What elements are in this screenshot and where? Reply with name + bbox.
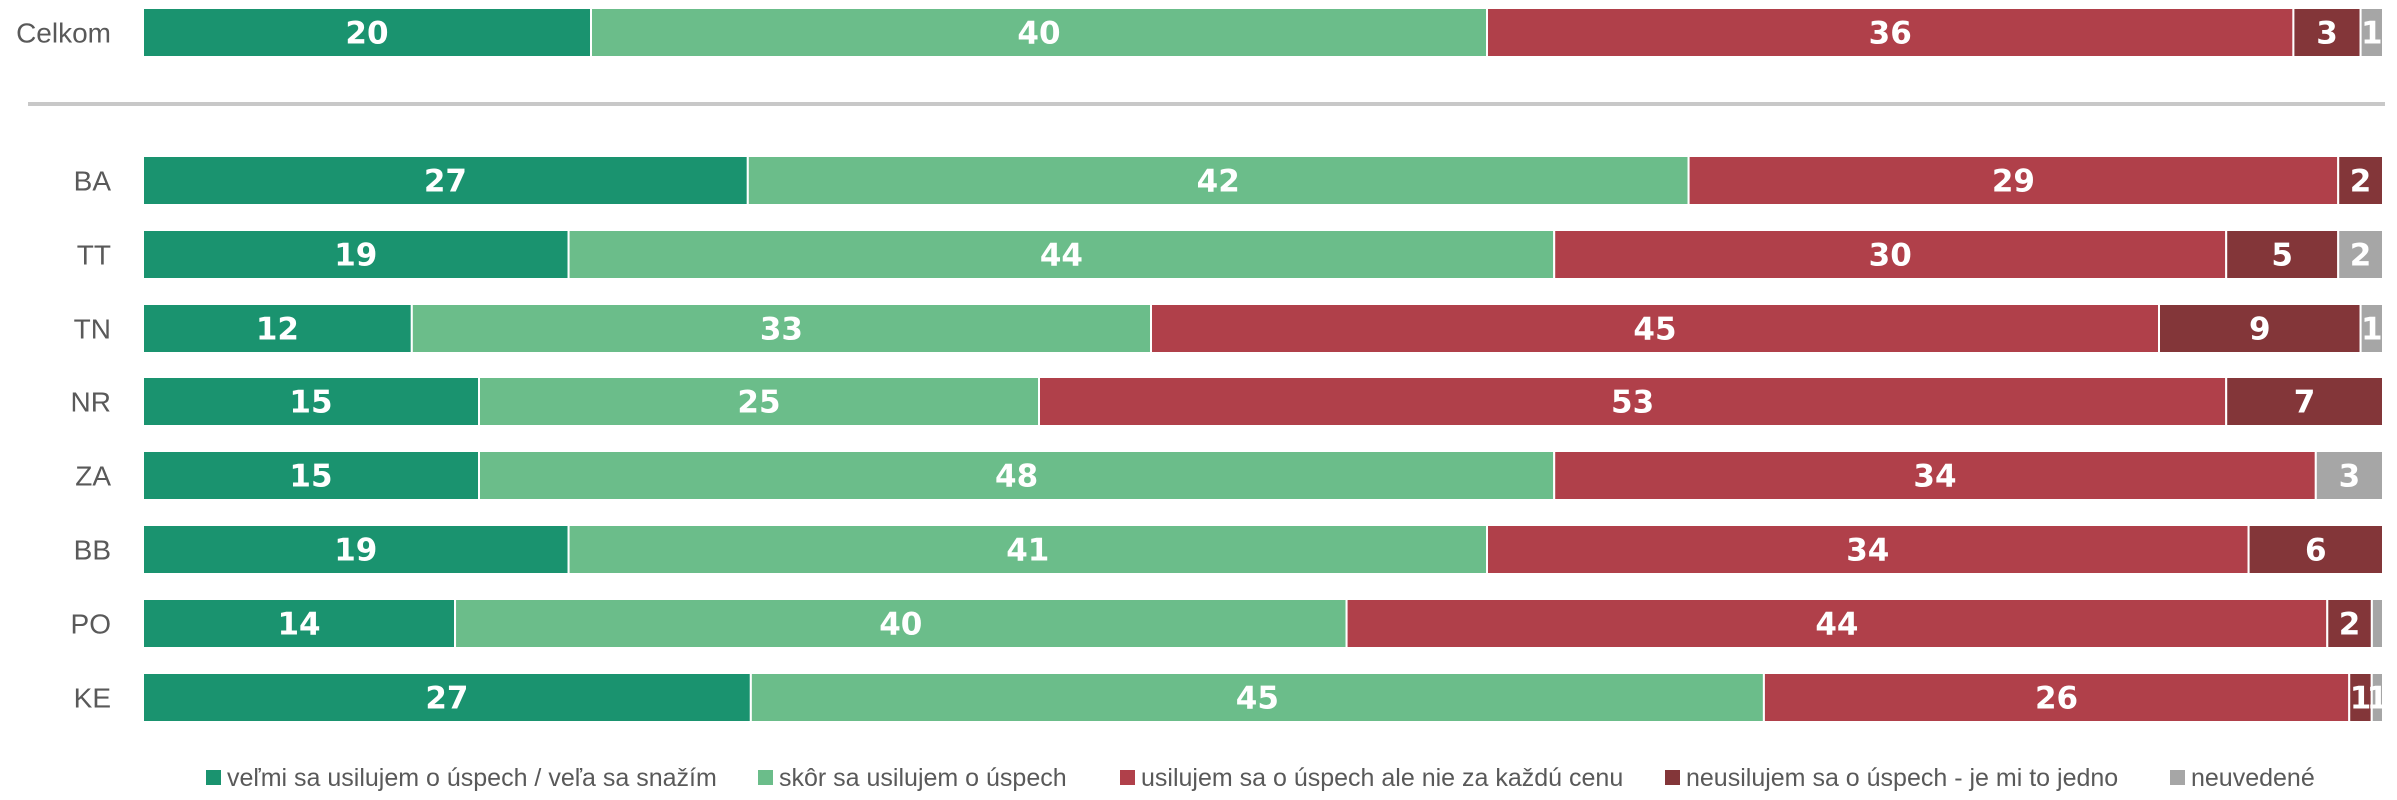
data-label-po-s2: 40 <box>879 607 922 643</box>
bar-segment-nr-s3 <box>1038 376 2228 427</box>
legend-swatch-3 <box>1120 770 1135 785</box>
bar-segment-ba-s4 <box>2337 155 2384 206</box>
category-label-bb: BB <box>74 535 111 566</box>
data-label-tn-s3: 45 <box>1633 312 1676 348</box>
data-label-nr-s1: 15 <box>289 385 332 421</box>
data-label-nr-s4: 7 <box>2294 385 2316 421</box>
bar-segment-tt-s2 <box>567 229 1556 280</box>
legend-label-3: usilujem sa o úspech ale nie za každú ce… <box>1141 764 1623 792</box>
category-label-tt: TT <box>77 240 111 271</box>
category-label-za: ZA <box>75 461 111 492</box>
bar-segment-po-s4 <box>2326 598 2373 649</box>
data-label-tt-s1: 19 <box>334 238 377 274</box>
data-label-za-s1: 15 <box>289 459 332 495</box>
legend-label-5: neuvedené <box>2191 764 2315 792</box>
bar-segment-celkom-s2 <box>590 7 1488 58</box>
category-labels: Celkom BA TT TN NR ZA BB PO KE <box>16 18 111 714</box>
bar-segment-bb-s3 <box>1486 524 2250 575</box>
bar-segment-bb-s4 <box>2247 524 2385 575</box>
data-label-tt-s4: 5 <box>2271 238 2293 274</box>
category-label-ba: BA <box>74 166 112 197</box>
bar-segment-tt-s1 <box>142 229 570 280</box>
data-label-ke-s3: 26 <box>2035 681 2078 717</box>
data-label-tt-s2: 44 <box>1040 238 1083 274</box>
data-label-tt-s5: 2 <box>2350 238 2372 274</box>
bar-segment-tt-s4 <box>2225 229 2340 280</box>
data-label-bb-s1: 19 <box>334 533 377 569</box>
data-label-za-s5: 3 <box>2339 459 2361 495</box>
data-label-bb-s2: 41 <box>1006 533 1049 569</box>
bar-segment-ke-s5 <box>2370 672 2384 723</box>
data-label-nr-s2: 25 <box>737 385 780 421</box>
data-label-tn-s4: 9 <box>2249 312 2271 348</box>
data-label-tn-s2: 33 <box>760 312 803 348</box>
data-label-ba-s4: 2 <box>2350 164 2372 200</box>
data-label-celkom-s2: 40 <box>1017 16 1060 52</box>
category-label-nr: NR <box>71 387 111 418</box>
bar-segment-za-s5 <box>2314 450 2385 501</box>
bar-segment-nr-s4 <box>2225 376 2384 427</box>
data-label-celkom-s5: 1 <box>2361 16 2383 52</box>
bar-segment-za-s1 <box>142 450 480 501</box>
category-label-celkom: Celkom <box>16 18 111 49</box>
category-label-tn: TN <box>74 314 111 345</box>
data-label-ke-s4: 1 <box>2350 681 2372 717</box>
data-label-ba-s1: 27 <box>424 164 467 200</box>
data-label-nr-s3: 53 <box>1611 385 1654 421</box>
data-label-ke-s5: 1 <box>2367 681 2389 717</box>
legend: veľmi sa usilujem o úspech / veľa sa sna… <box>206 764 2315 792</box>
bar-segment-po-s5 <box>2370 598 2384 649</box>
legend-swatch-5 <box>2170 770 2185 785</box>
bar-segment-nr-s2 <box>478 376 1040 427</box>
data-label-tt-s3: 30 <box>1869 238 1912 274</box>
data-label-tn-s1: 12 <box>256 312 299 348</box>
legend-label-4: neusilujem sa o úspech - je mi to jedno <box>1686 764 2118 792</box>
bar-segment-po-s3 <box>1345 598 2329 649</box>
data-label-za-s3: 34 <box>1913 459 1956 495</box>
data-label-celkom-s3: 36 <box>1869 16 1912 52</box>
bar-segment-ke-s3 <box>1762 672 2351 723</box>
data-label-ke-s2: 45 <box>1236 681 1279 717</box>
bars-layer: 20 40 36 3 127 42 29 219 44 30 5 212 33 45 9 115 25 53 715… <box>142 7 2389 723</box>
bar-segment-po-s1 <box>142 598 457 649</box>
bar-segment-ba-s2 <box>746 155 1690 206</box>
bar-segment-za-s3 <box>1553 450 2317 501</box>
legend-swatch-1 <box>206 770 221 785</box>
data-label-po-s3: 44 <box>1815 607 1858 643</box>
bar-segment-za-s2 <box>478 450 1556 501</box>
data-label-celkom-s4: 3 <box>2316 16 2338 52</box>
bar-segment-ke-s2 <box>749 672 1765 723</box>
data-label-za-s2: 48 <box>995 459 1038 495</box>
bar-segment-celkom-s5 <box>2359 7 2385 58</box>
legend-swatch-4 <box>1665 770 1680 785</box>
bar-segment-tn-s5 <box>2359 303 2385 354</box>
data-label-celkom-s1: 20 <box>345 16 388 52</box>
data-label-ba-s3: 29 <box>1992 164 2035 200</box>
data-label-ke-s1: 27 <box>425 681 468 717</box>
bar-segment-celkom-s3 <box>1486 7 2295 58</box>
data-label-bb-s3: 34 <box>1846 533 1889 569</box>
bar-segment-tt-s3 <box>1553 229 2228 280</box>
category-label-po: PO <box>71 609 111 640</box>
bar-segment-ke-s1 <box>142 672 752 723</box>
bar-segment-bb-s1 <box>142 524 570 575</box>
legend-label-1: veľmi sa usilujem o úspech / veľa sa sna… <box>227 764 717 792</box>
data-label-tn-s5: 1 <box>2361 312 2383 348</box>
data-label-ba-s2: 42 <box>1197 164 1240 200</box>
data-label-bb-s4: 6 <box>2305 533 2327 569</box>
data-label-po-s4: 2 <box>2339 607 2361 643</box>
bar-segment-tt-s5 <box>2337 229 2384 280</box>
category-label-ke: KE <box>74 683 111 714</box>
data-label-po-s1: 14 <box>277 607 320 643</box>
bar-segment-tn-s1 <box>142 303 413 354</box>
legend-swatch-2 <box>758 770 773 785</box>
legend-label-2: skôr sa usilujem o úspech <box>779 764 1067 792</box>
